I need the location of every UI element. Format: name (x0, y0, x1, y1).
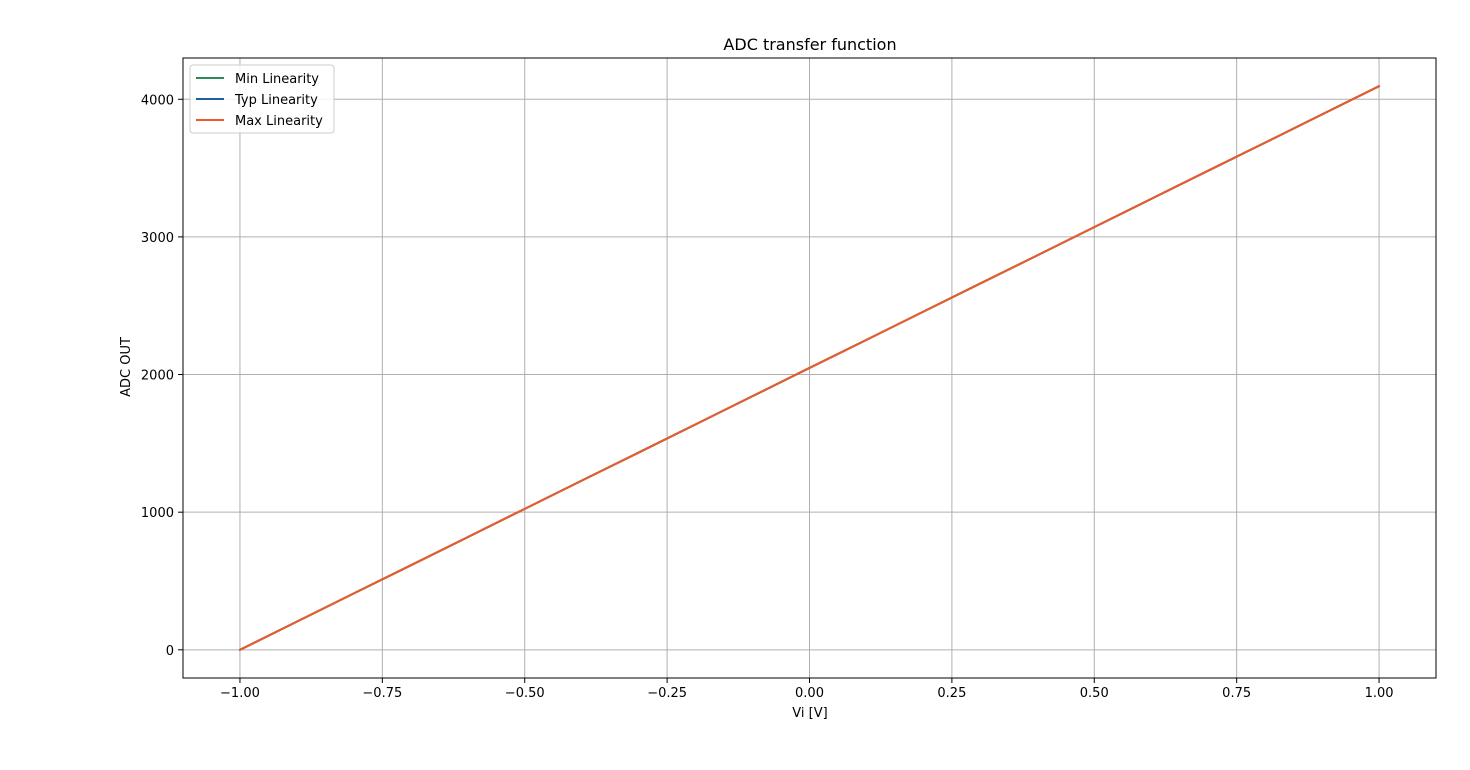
x-tick-label: 0.00 (795, 686, 824, 701)
x-tick-label: −0.50 (505, 686, 545, 701)
max-linearity-line (238, 85, 1381, 651)
axis-ticks: −1.00 −0.75 −0.50 −0.25 0.00 0.25 0.50 0.75 1.00… (141, 93, 1394, 701)
x-tick-label: −0.25 (647, 686, 687, 701)
grid (183, 58, 1436, 678)
y-tick-label: 2000 (141, 369, 174, 384)
x-tick-label: 0.50 (1080, 686, 1109, 701)
y-tick-label: 0 (166, 644, 174, 659)
legend-box (189, 64, 335, 134)
x-tick-label: 0.25 (937, 686, 966, 701)
legend-label: Typ Linearity (234, 93, 318, 108)
x-axis-title: Vi [V] (792, 706, 827, 721)
x-tick-label: −1.00 (220, 686, 260, 701)
x-tick-label: −0.75 (362, 686, 402, 701)
legend: Min Linearity Typ Linearity Max Linearity (189, 64, 335, 134)
legend-label: Max Linearity (235, 114, 323, 129)
chart-title: ADC transfer function (723, 35, 896, 54)
y-tick-label: 1000 (141, 506, 174, 521)
y-tick-label: 3000 (141, 231, 174, 246)
x-tick-label: 1.00 (1365, 686, 1394, 701)
x-tick-label: 0.75 (1222, 686, 1251, 701)
y-axis-title: ADC OUT (119, 337, 134, 397)
legend-label: Min Linearity (235, 72, 319, 87)
series-lines (238, 85, 1381, 651)
y-tick-label: 4000 (141, 93, 174, 108)
